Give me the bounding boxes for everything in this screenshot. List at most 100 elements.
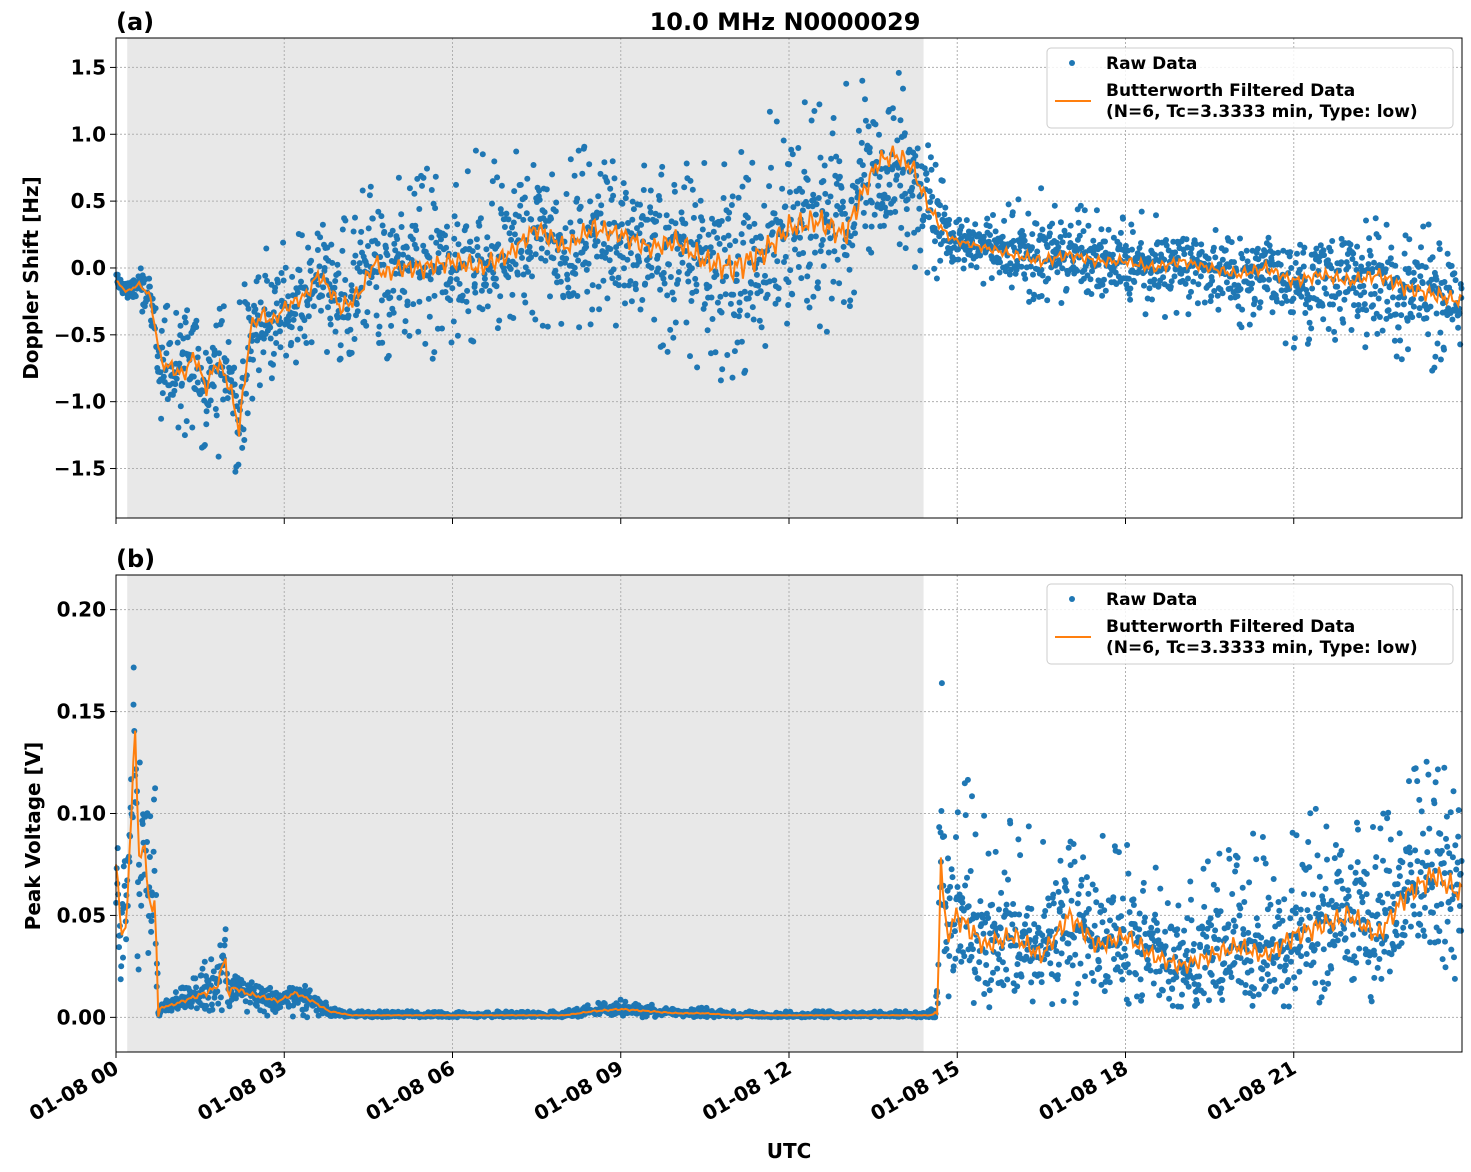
raw-data-point: [955, 256, 962, 263]
raw-data-point: [904, 196, 911, 203]
raw-data-point: [937, 202, 943, 209]
raw-data-point: [158, 415, 165, 422]
raw-data-point: [453, 181, 459, 188]
raw-data-point: [236, 299, 243, 306]
raw-data-point: [900, 85, 906, 92]
raw-data-point: [1065, 940, 1072, 947]
raw-data-point: [1115, 849, 1122, 856]
raw-data-point: [1215, 306, 1222, 313]
raw-data-point: [830, 115, 837, 121]
raw-data-point: [862, 117, 869, 124]
raw-data-point: [911, 229, 918, 236]
raw-data-point: [787, 267, 794, 274]
raw-data-point: [225, 339, 232, 345]
raw-data-point: [1416, 305, 1423, 312]
raw-data-point: [876, 131, 882, 138]
raw-data-point: [988, 275, 995, 282]
raw-data-point: [1256, 941, 1263, 948]
raw-data-point: [350, 228, 357, 235]
raw-data-point: [1173, 931, 1180, 938]
raw-data-point: [1320, 316, 1327, 323]
raw-data-point: [838, 184, 845, 191]
raw-data-point: [1197, 273, 1204, 280]
raw-data-point: [1350, 250, 1357, 257]
raw-data-point: [977, 252, 984, 259]
raw-data-point: [484, 234, 491, 241]
raw-data-point: [642, 280, 649, 287]
raw-data-point: [1280, 247, 1287, 254]
raw-data-point: [742, 367, 749, 374]
raw-data-point: [403, 244, 410, 251]
raw-data-point: [527, 249, 533, 256]
raw-data-point: [1330, 301, 1336, 308]
raw-data-point: [1124, 842, 1131, 848]
raw-data-point: [1075, 980, 1082, 987]
raw-data-point: [815, 195, 822, 201]
raw-data-point: [1198, 248, 1205, 255]
raw-data-point: [1394, 274, 1401, 281]
raw-data-point: [395, 251, 402, 258]
raw-data-point: [729, 193, 736, 200]
raw-data-point: [1214, 292, 1221, 299]
raw-data-point: [1314, 941, 1321, 948]
raw-data-point: [1140, 887, 1146, 894]
raw-data-point: [1211, 288, 1218, 294]
raw-data-point: [598, 202, 605, 209]
raw-data-point: [672, 319, 679, 326]
raw-data-point: [627, 250, 634, 257]
raw-data-point: [317, 234, 324, 241]
raw-data-point: [339, 247, 346, 254]
raw-data-point: [1390, 294, 1396, 301]
raw-data-point: [478, 287, 485, 294]
raw-data-point: [473, 236, 480, 243]
raw-data-point: [214, 988, 221, 995]
raw-data-point: [1198, 241, 1205, 248]
raw-data-point: [1287, 249, 1294, 256]
raw-data-point: [1361, 301, 1368, 308]
raw-data-point: [810, 293, 817, 300]
raw-data-point: [552, 208, 559, 215]
raw-data-point: [1277, 261, 1284, 268]
raw-data-point: [304, 1014, 311, 1021]
raw-data-point: [670, 296, 677, 303]
raw-data-point: [1010, 901, 1017, 907]
raw-data-point: [280, 239, 287, 246]
raw-data-point: [1391, 337, 1398, 344]
raw-data-point: [1164, 900, 1171, 907]
raw-data-point: [1150, 980, 1157, 987]
raw-data-point: [1210, 244, 1217, 251]
raw-data-point: [1262, 983, 1269, 990]
raw-data-point: [1239, 884, 1246, 891]
raw-data-point: [521, 194, 528, 201]
doppler-shift-panel: −1.5−1.0−0.50.00.51.01.5 (a) Doppler Shi…: [19, 8, 1465, 524]
raw-data-point: [1045, 275, 1052, 282]
raw-data-point: [655, 265, 662, 272]
raw-data-point: [311, 287, 318, 294]
raw-data-point: [199, 388, 206, 395]
raw-data-point: [738, 231, 745, 238]
raw-data-point: [193, 1005, 200, 1012]
raw-data-point: [1203, 933, 1210, 940]
raw-data-point: [384, 252, 391, 259]
raw-data-point: [1103, 928, 1110, 935]
raw-data-point: [787, 189, 793, 196]
raw-data-point: [342, 217, 349, 224]
raw-data-point: [1200, 865, 1207, 872]
raw-data-point: [1089, 268, 1095, 275]
raw-data-point: [926, 188, 933, 195]
raw-data-point: [1372, 215, 1379, 222]
raw-data-point: [443, 244, 450, 251]
raw-data-point: [560, 294, 567, 301]
raw-data-point: [1055, 888, 1062, 895]
raw-data-point: [1315, 904, 1322, 911]
raw-data-point: [270, 361, 276, 368]
raw-data-point: [945, 855, 951, 862]
raw-data-point: [278, 270, 285, 276]
raw-data-point: [420, 242, 427, 249]
raw-data-point: [1395, 324, 1402, 331]
raw-data-point: [975, 975, 982, 982]
raw-data-point: [1269, 936, 1276, 943]
raw-data-point: [451, 213, 458, 220]
raw-data-point: [581, 143, 588, 150]
raw-data-point: [1057, 234, 1064, 240]
